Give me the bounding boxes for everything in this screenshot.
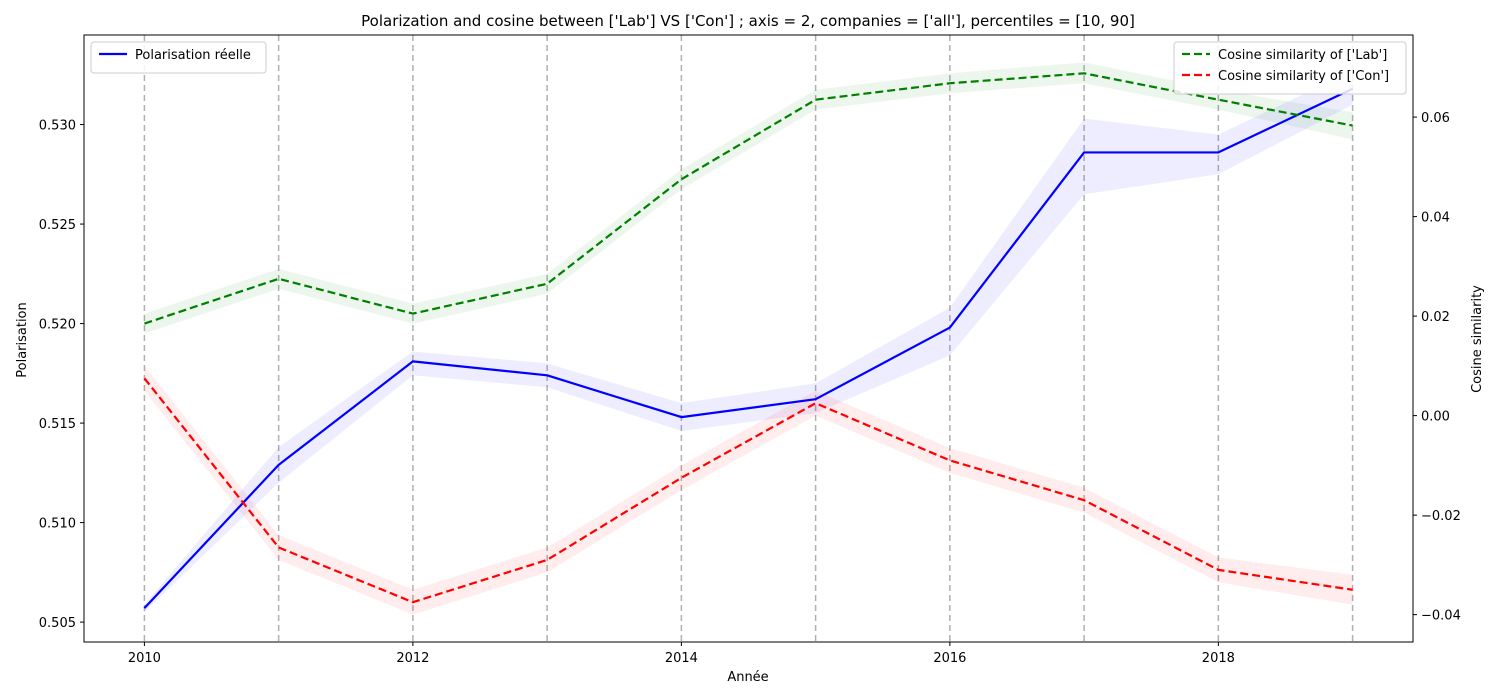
y-left-tick-label: 0.530 (39, 119, 76, 134)
legend-label-cosine-similarity-of-lab: Cosine similarity of ['Lab'] (1218, 48, 1387, 63)
axes-frame (83, 34, 1414, 643)
legend-upper-right (1173, 41, 1407, 95)
band-cosine-similarity-of-lab (144, 62, 1353, 334)
y-left-tick-label: 0.510 (39, 517, 76, 532)
plot-area: 2010 2012 2014 2016 2018 0.505 0.510 0.515 0.520… (39, 34, 1461, 666)
series-line-polarisation-r-elle (143, 87, 1354, 609)
y-left-tick-label: 0.505 (39, 616, 76, 631)
band-polarisation-r-elle (144, 70, 1353, 613)
y-right-tick-label: 0.06 (1421, 111, 1450, 126)
y-right-tick-label: 0.00 (1421, 410, 1450, 425)
y-axis-label-left: Polarisation (15, 302, 30, 378)
y-right-tick-label: −0.04 (1421, 609, 1461, 624)
series-line-cosine-similarity-of-lab (144, 72, 1353, 325)
y-axis-label-right: Cosine similarity (1470, 285, 1485, 393)
series-line-cosine-similarity-of-con (143, 377, 1353, 604)
y-right-tick-label: −0.02 (1421, 509, 1461, 524)
x-tick-label-2014: 2014 (665, 651, 698, 666)
chart-title: Polarization and cosine between ['Lab'] … (361, 12, 1135, 30)
legend-label-cosine-similarity-of-con: Cosine similarity of ['Con'] (1218, 69, 1389, 84)
y-left-tick-label: 0.525 (39, 218, 76, 233)
y-right-tick-label: 0.02 (1421, 310, 1450, 325)
x-tick-label-2012: 2012 (396, 651, 429, 666)
y-left-tick-label: 0.520 (39, 318, 76, 333)
x-tick-label-2016: 2016 (933, 651, 966, 666)
legend-label-polarisation-r-elle: Polarisation réelle (135, 48, 251, 63)
x-axis-label: Année (727, 670, 768, 685)
x-tick-label-2010: 2010 (128, 651, 161, 666)
y-right-tick-label: 0.04 (1421, 211, 1450, 226)
y-left-tick-label: 0.515 (39, 417, 76, 432)
legend-upper-left (90, 41, 267, 74)
x-tick-label-2018: 2018 (1202, 651, 1235, 666)
